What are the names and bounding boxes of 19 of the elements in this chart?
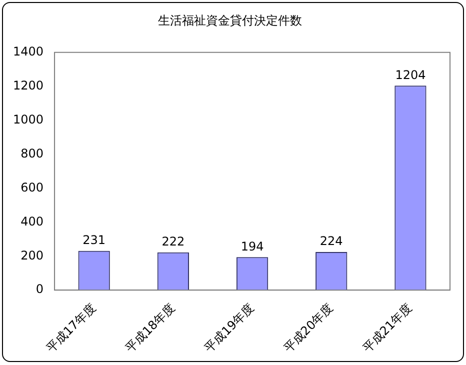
y-tick-label: 400 <box>20 214 44 228</box>
x-tick-label: 平成17年度 <box>44 300 98 356</box>
data-label: 194 <box>240 239 264 254</box>
y-tick-label: 800 <box>20 146 44 160</box>
y-tick-label: 1400 <box>12 44 44 59</box>
y-tick-label: 600 <box>20 180 44 194</box>
x-tick-label: 平成19年度 <box>202 300 257 356</box>
y-tick-label: 1200 <box>12 78 44 92</box>
x-tick-label: 平成18年度 <box>122 300 178 356</box>
y-tick-label: 1000 <box>12 112 44 126</box>
data-label: 231 <box>82 232 106 247</box>
x-tick-label: 平成21年度 <box>360 300 415 356</box>
y-tick-label: 200 <box>20 248 44 262</box>
data-label: 1204 <box>395 68 426 82</box>
x-tick-label: 平成20年度 <box>281 300 336 356</box>
data-label: 224 <box>320 234 343 248</box>
chart-title: 生活福祉資金貸付決定件数 <box>158 13 302 28</box>
data-label: 222 <box>162 234 185 249</box>
y-tick-label: 0 <box>36 282 44 296</box>
